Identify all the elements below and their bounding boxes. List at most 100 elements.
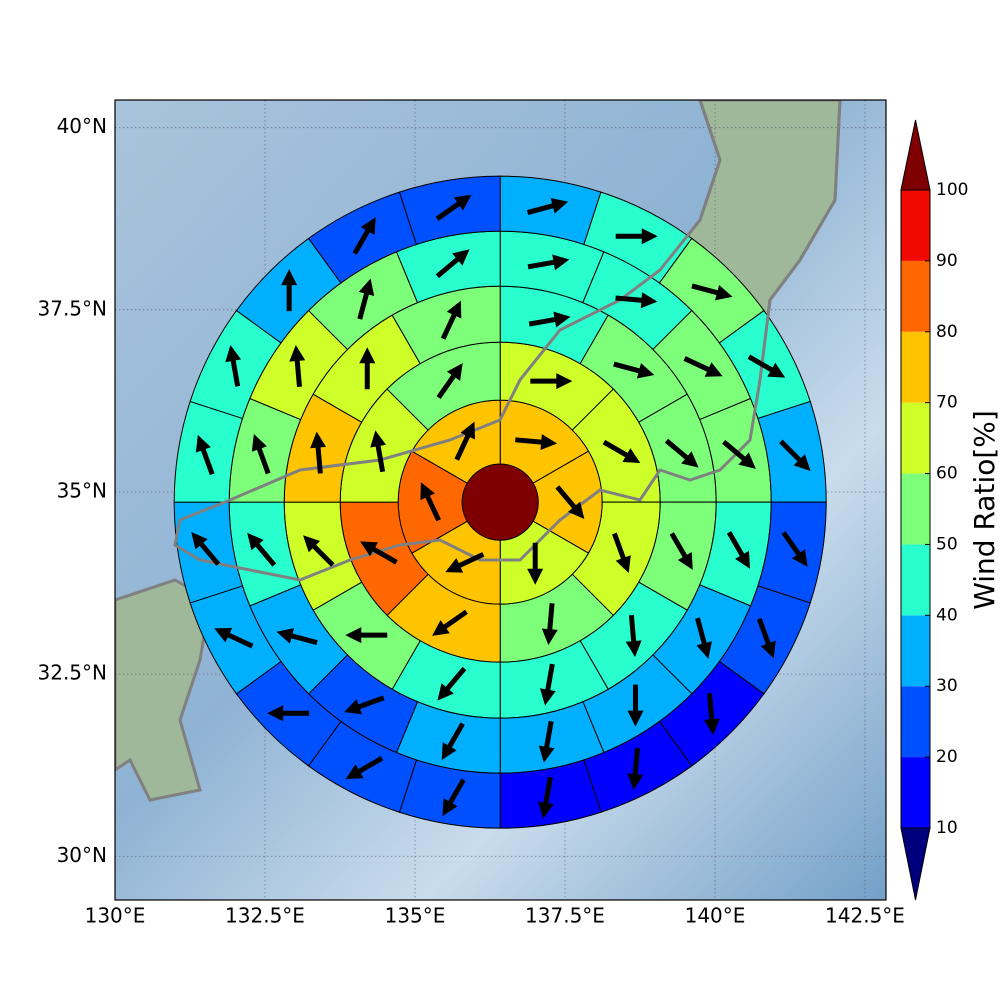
wind-arrow [781, 531, 808, 567]
wind-arrow [251, 434, 271, 475]
colorbar-segment [901, 190, 930, 261]
colorbar-tick-label: 80 [936, 322, 958, 342]
wind-arrow [612, 532, 631, 573]
wind-arrow [345, 755, 384, 780]
colorbar-segment [901, 686, 930, 758]
wind-arrow [695, 617, 712, 659]
wind-arrow [420, 482, 441, 522]
colorbar: 10 20 30 40 50 60 70 80 90 100 Wind Ratio[%] [900, 119, 1000, 901]
center-cell [461, 463, 539, 541]
colorbar-tick-label: 70 [936, 393, 958, 413]
wind-arrow [441, 722, 465, 761]
wind-arrow [526, 198, 569, 215]
colorbar-segment [901, 544, 930, 616]
wind-arrow [669, 532, 693, 570]
colorbar-tick-label: 90 [936, 251, 958, 271]
wind-arrow [528, 311, 571, 328]
wind-arrow [726, 531, 751, 569]
wind-arrow [267, 705, 310, 722]
wind-arrow [703, 693, 720, 736]
wind-arrow [683, 356, 723, 377]
colorbar-extend-under [900, 827, 931, 901]
wind-arrow [664, 438, 699, 468]
colorbar-tick-label: 60 [936, 464, 958, 484]
wind-arrow [602, 439, 641, 464]
colorbar-extend-over [900, 119, 931, 191]
wind-arrow [276, 628, 318, 646]
wind-arrow [352, 217, 376, 255]
wind-arrow [432, 609, 468, 636]
x-tick-label: 135°E [385, 904, 446, 928]
wind-arrow [747, 354, 786, 378]
wind-arrow [756, 618, 776, 659]
wind-arrow [310, 431, 327, 474]
wind-arrow [225, 345, 242, 387]
x-tick-label: 140°E [685, 904, 746, 928]
colorbar-tick-label: 100 [936, 180, 968, 200]
wind-arrow [541, 603, 558, 646]
wind-arrow [195, 434, 215, 476]
wind-arrow [538, 720, 555, 763]
colorbar-tick-label: 40 [936, 605, 958, 625]
wind-arrow [627, 748, 644, 791]
colorbar-segment [901, 757, 930, 828]
wind-arrow [539, 663, 556, 706]
wind-arrow [247, 532, 277, 567]
wind-arrow [214, 627, 254, 649]
x-tick-label: 137.5°E [525, 904, 605, 928]
wind-arrow [515, 434, 558, 451]
wind-arrow [691, 283, 733, 301]
wind-arrow [625, 614, 642, 658]
wind-arrows [191, 194, 811, 819]
wind-arrow [437, 666, 467, 701]
wind-arrow [555, 485, 585, 520]
wind-arrow [435, 249, 470, 279]
axes-frame [114, 99, 887, 901]
colorbar-tick-label: 10 [936, 818, 958, 838]
colorbar-tick-label: 20 [936, 747, 958, 767]
y-tick-label: 30°N [57, 843, 107, 867]
y-tick-label: 40°N [57, 114, 107, 138]
wind-arrow [530, 373, 573, 390]
x-tick-label: 132.5°E [225, 904, 305, 928]
wind-arrow [440, 300, 462, 340]
plot-area [173, 175, 827, 829]
y-tick-label: 37.5°N [38, 296, 108, 320]
wind-arrow [357, 278, 375, 320]
wind-arrow [370, 430, 387, 473]
colorbar-tick-label: 30 [936, 676, 958, 696]
colorbar-frame [900, 189, 931, 829]
wind-arrow [527, 542, 544, 585]
y-tick-label: 32.5°N [38, 661, 108, 685]
wind-arrow [442, 778, 466, 817]
wind-arrow [303, 535, 335, 567]
wind-arrow [613, 361, 655, 379]
wind-arrow [281, 269, 298, 312]
wind-arrow [360, 541, 398, 565]
colorbar-segment [901, 615, 930, 687]
wind-arrow [454, 421, 475, 461]
wind-arrow [191, 532, 221, 566]
wind-arrow [615, 228, 658, 245]
wind-arrow [289, 344, 306, 388]
wind-arrow [527, 254, 570, 271]
wind-arrow [345, 627, 388, 644]
colorbar-segment [901, 331, 930, 403]
wind-arrow [615, 292, 658, 309]
colorbar-segment [901, 402, 930, 474]
x-tick-label: 142.5°E [825, 904, 905, 928]
wind-arrow [627, 684, 644, 727]
colorbar-label: Wind Ratio[%] [968, 410, 1000, 610]
wind-arrow [537, 776, 554, 819]
x-tick-label: 130°E [85, 904, 146, 928]
colorbar-segment [901, 473, 930, 545]
wind-arrow [722, 439, 756, 469]
axes: 130°E 132.5°E 135°E 137.5°E 140°E 142.5°E 30°N… [38, 114, 905, 927]
colorbar-tick-label: 50 [936, 534, 958, 554]
wind-arrow [445, 552, 485, 573]
y-tick-label: 35°N [57, 478, 107, 502]
wind-arrow [779, 439, 811, 472]
wind-arrow [344, 695, 385, 715]
colorbar-segment [901, 260, 930, 332]
